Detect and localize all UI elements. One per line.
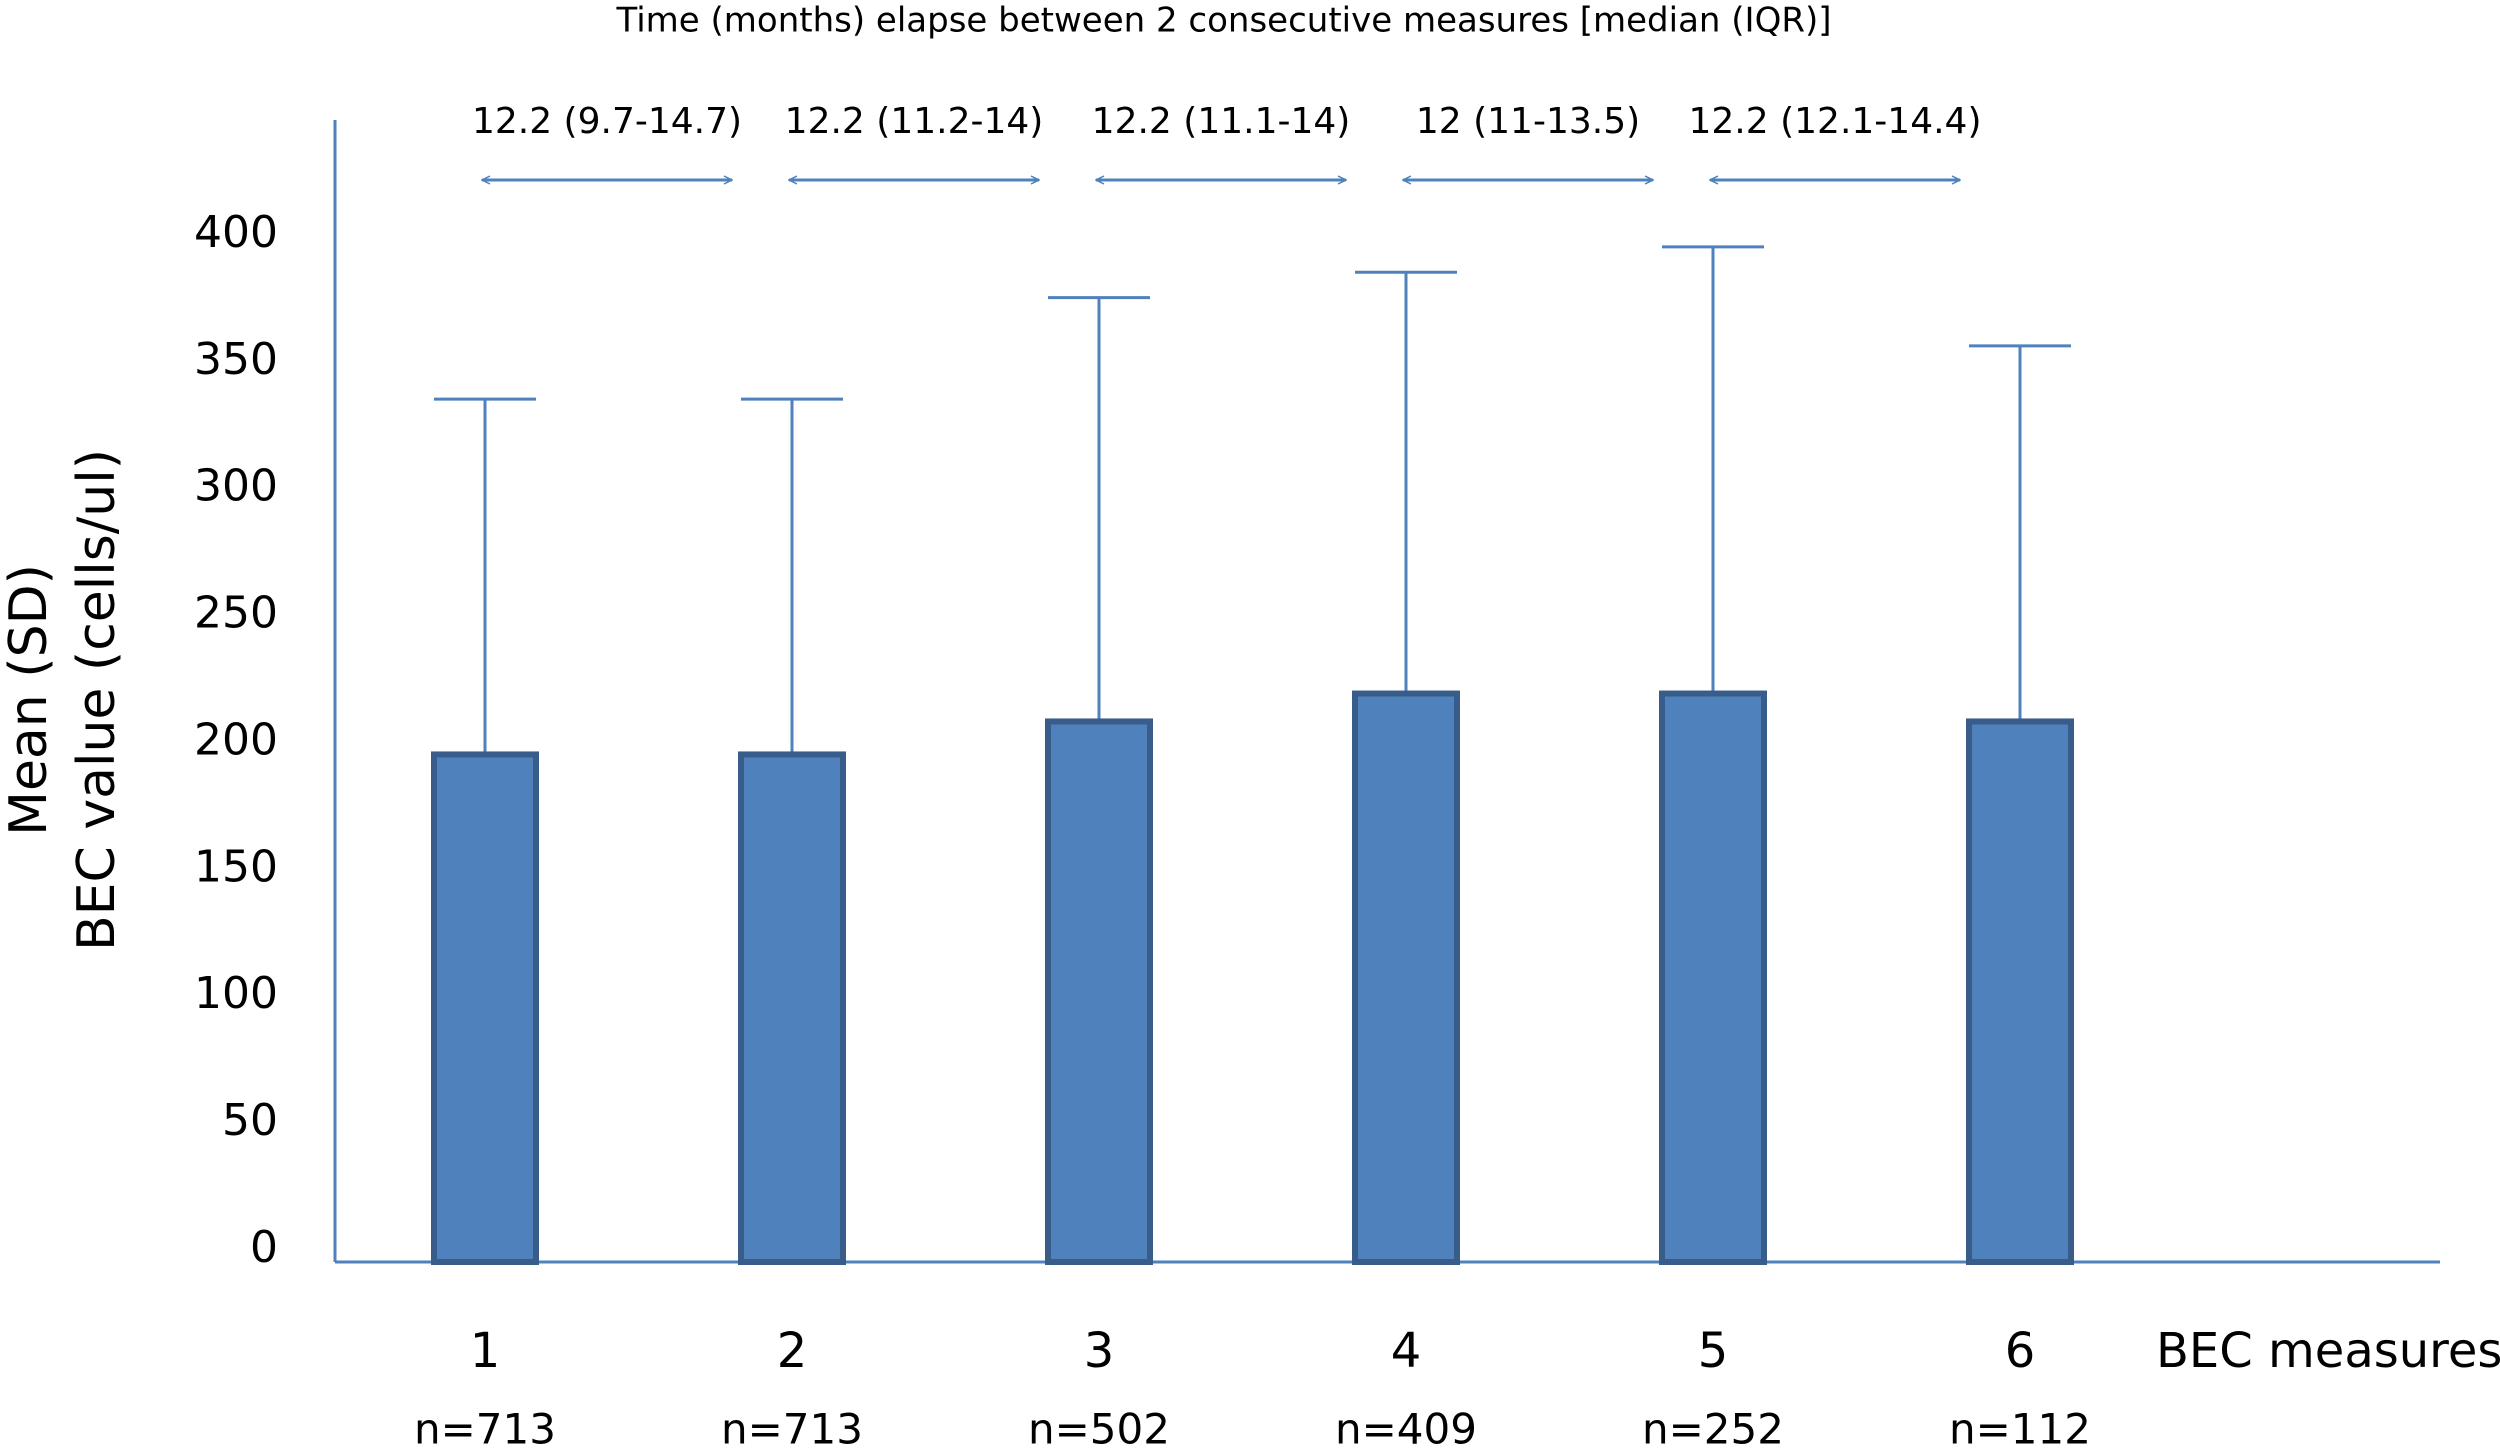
interval-label: 12.2 (11.1-14) [1092,101,1351,142]
y-tick-label: 100 [194,968,278,1019]
y-tick-label: 350 [194,334,278,385]
bar [431,751,539,1265]
x-tick-label: 6 [2005,1323,2036,1379]
interval-label: 12 (11-13.5) [1416,101,1640,142]
n-label: n=502 [1028,1405,1170,1449]
interval-label: 12.2 (11.2-14) [785,101,1044,142]
bar [1966,718,2074,1265]
n-label: n=252 [1642,1405,1784,1449]
interval-label: 12.2 (9.7-14.7) [472,101,742,142]
y-tick-label: 300 [194,461,278,512]
y-axis-label: BEC value (cells/ul) [67,449,127,951]
x-tick-label: 2 [777,1323,808,1379]
interval-label: 12.2 (12.1-14.4) [1689,101,1982,142]
bar [738,751,846,1265]
n-label: n=409 [1335,1405,1477,1449]
bar [1045,718,1153,1265]
n-label: n=112 [1949,1405,2091,1449]
x-tick-label: 3 [1084,1323,1115,1379]
x-tick-label: 1 [470,1323,501,1379]
y-tick-label: 0 [250,1222,278,1273]
bar [1659,690,1767,1265]
chart-title: Time (months) elapse between 2 consecuti… [616,1,1832,41]
y-tick-label: 50 [222,1095,278,1146]
n-label: n=713 [721,1405,863,1449]
x-tick-label: 4 [1391,1323,1422,1379]
y-axis-label: Mean (SD) [0,564,59,836]
y-tick-label: 400 [194,207,278,258]
n-label: n=713 [414,1405,556,1449]
x-axis-label: BEC measures [2156,1323,2500,1379]
y-tick-label: 250 [194,588,278,639]
y-tick-label: 150 [194,841,278,892]
bar [1352,690,1460,1265]
x-tick-label: 5 [1698,1323,1729,1379]
y-tick-label: 200 [194,714,278,765]
